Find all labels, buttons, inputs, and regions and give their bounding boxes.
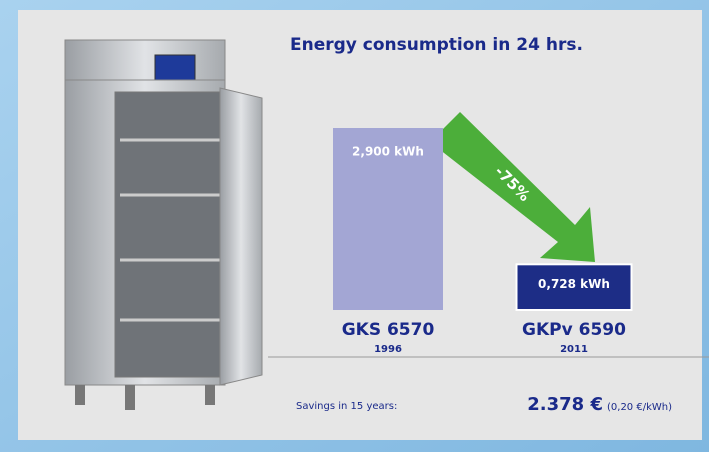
category-label: GKPv 6590: [522, 320, 626, 340]
category-label: GKS 6570: [342, 320, 435, 340]
savings-amount: 2.378 €: [527, 394, 603, 415]
page: Energy consumption in 24 hrs. -75% Savin…: [0, 0, 709, 456]
value-label: 0,728 kWh: [538, 277, 610, 291]
savings-rate: (0,20 €/kWh): [607, 402, 672, 413]
category-year: 2011: [560, 344, 588, 355]
chart-title: Energy consumption in 24 hrs.: [290, 35, 583, 55]
chart: Energy consumption in 24 hrs. -75% Savin…: [0, 0, 709, 452]
value-label: 2,900 kWh: [352, 145, 424, 159]
savings-label: Savings in 15 years:: [296, 401, 397, 412]
category-year: 1996: [374, 344, 402, 355]
fridge-illustration: [65, 40, 262, 410]
